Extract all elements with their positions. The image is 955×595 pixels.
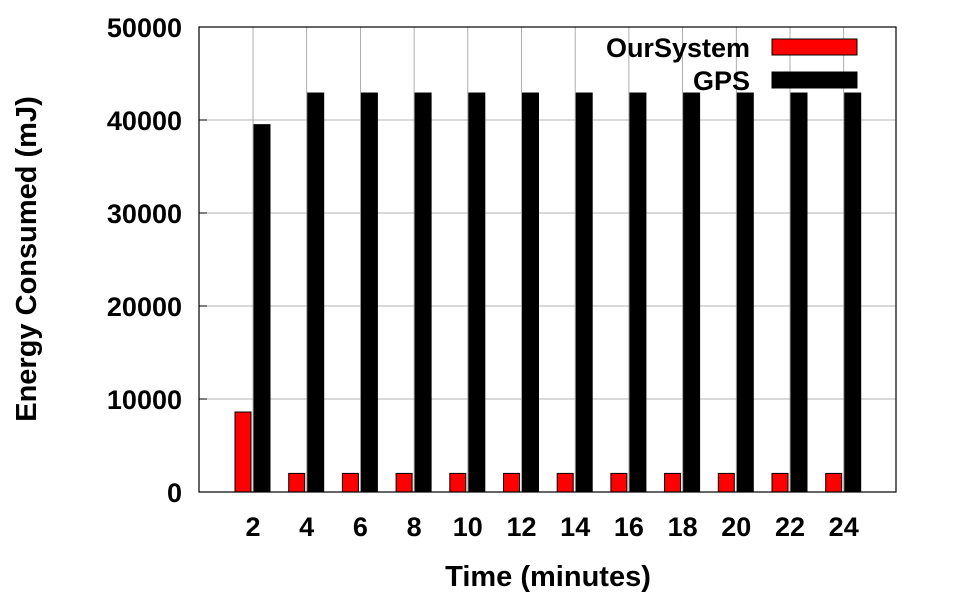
- legend-swatch-gps: [771, 71, 858, 89]
- bar-oursystem-22: [771, 472, 789, 493]
- x-tick-label-2: 2: [245, 512, 260, 542]
- x-tick-label-22: 22: [775, 512, 805, 542]
- bar-oursystem-24: [825, 472, 843, 493]
- bar-gps-24: [844, 92, 862, 493]
- bar-oursystem-20: [717, 472, 735, 493]
- y-tick-label-50000: 50000: [107, 13, 182, 43]
- bar-oursystem-14: [556, 472, 574, 493]
- y-tick-label-30000: 30000: [107, 199, 182, 229]
- y-axis-ticks: 0 10000 20000 30000 40000 50000: [107, 13, 207, 508]
- x-tick-label-24: 24: [829, 512, 859, 542]
- legend-label-gps: GPS: [693, 66, 750, 96]
- x-tick-label-12: 12: [506, 512, 536, 542]
- y-tick-label-20000: 20000: [107, 292, 182, 322]
- bar-gps-16: [629, 92, 647, 493]
- legend-label-oursystem: OurSystem: [606, 33, 750, 63]
- x-tick-label-4: 4: [299, 512, 314, 542]
- bar-oursystem-10: [449, 472, 467, 493]
- x-tick-label-16: 16: [614, 512, 644, 542]
- bar-oursystem-16: [610, 472, 628, 493]
- x-tick-label-10: 10: [453, 512, 483, 542]
- x-tick-label-18: 18: [668, 512, 698, 542]
- bar-gps-22: [790, 92, 808, 493]
- bar-gps-12: [522, 92, 539, 493]
- bar-gps-14: [575, 92, 593, 493]
- bar-gps-2: [253, 124, 271, 493]
- bar-gps-10: [468, 92, 486, 493]
- bar-oursystem-2: [234, 411, 252, 493]
- x-axis-title: Time (minutes): [445, 561, 651, 593]
- bar-oursystem-12: [503, 472, 520, 493]
- bar-oursystem-8: [395, 472, 413, 493]
- x-tick-label-20: 20: [721, 512, 751, 542]
- y-tick-label-40000: 40000: [107, 106, 182, 136]
- x-tick-label-14: 14: [560, 512, 590, 542]
- y-tick-label-10000: 10000: [107, 385, 182, 415]
- bar-gps-4: [307, 92, 325, 493]
- bar-oursystem-4: [288, 472, 306, 493]
- bars: [234, 92, 862, 493]
- x-tick-label-6: 6: [353, 512, 368, 542]
- bar-gps-18: [683, 92, 701, 493]
- bar-gps-6: [360, 92, 378, 493]
- x-axis-ticks: 2 4 6 8 10 12 14 16 18 20 22 24: [245, 512, 858, 542]
- legend-swatch-oursystem: [771, 38, 858, 56]
- y-axis-title: Energy Consumed (mJ): [11, 96, 43, 422]
- y-tick-label-0: 0: [167, 478, 182, 508]
- bar-gps-8: [414, 92, 432, 493]
- plot-frame: [198, 26, 897, 493]
- x-tick-label-8: 8: [407, 512, 422, 542]
- bar-gps-20: [736, 92, 754, 493]
- bar-oursystem-6: [341, 472, 359, 493]
- bar-oursystem-18: [664, 472, 682, 493]
